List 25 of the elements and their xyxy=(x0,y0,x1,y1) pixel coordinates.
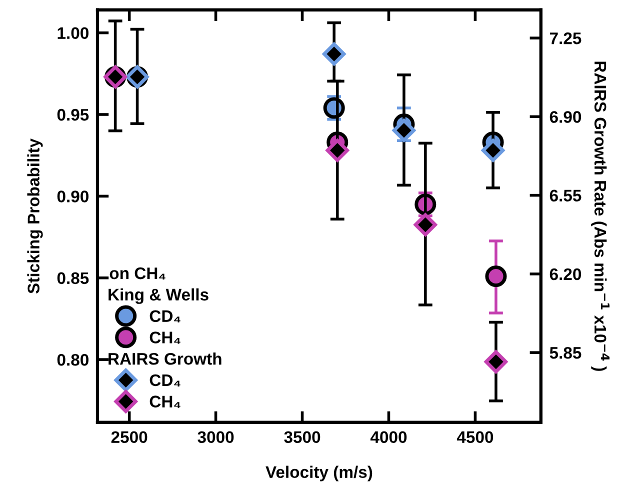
x-tick-label: 3500 xyxy=(284,431,320,444)
y2-tick-label: 6.90 xyxy=(550,111,582,123)
y-tick-label: 0.80 xyxy=(57,354,88,366)
legend-label: CD₄ xyxy=(150,374,180,386)
y2-axis-title: RAIRS Growth Rate (Abs min$^{−1}$ x10$^{−4}$ ) xyxy=(591,62,610,371)
legend-label: CD₄ xyxy=(150,310,180,322)
y-tick-label: 0.95 xyxy=(57,108,89,121)
x-axis-title: Velocity (m/s) xyxy=(266,466,372,482)
x-tick-label: 2500 xyxy=(111,431,148,444)
legend-label: CH₄ xyxy=(150,332,180,344)
legend-label: CH₄ xyxy=(150,396,180,408)
y-axis-title: Sticking Probability xyxy=(27,138,43,294)
legend-title: on CH₄ xyxy=(110,267,166,280)
y2-tick-label: 7.25 xyxy=(550,32,582,44)
annotation: RAIRS Growth xyxy=(108,352,222,365)
y2-tick-label: 6.20 xyxy=(550,268,582,280)
y-tick-label: 0.85 xyxy=(57,272,89,284)
x-tick-label: 4500 xyxy=(456,431,494,444)
y2-tick-label: 5.85 xyxy=(550,346,582,359)
y2-tick-label: 6.55 xyxy=(550,190,582,202)
y-tick-label: 0.90 xyxy=(57,190,88,202)
x-tick-label: 4000 xyxy=(370,431,407,444)
annotation: King & Wells xyxy=(108,288,208,304)
y-tick-label: 1.00 xyxy=(58,27,88,40)
x-tick-label: 3000 xyxy=(198,431,234,444)
